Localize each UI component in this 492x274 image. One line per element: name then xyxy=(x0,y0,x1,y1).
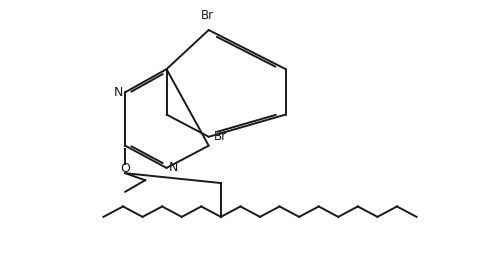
Text: O: O xyxy=(120,162,130,175)
Text: Br: Br xyxy=(201,9,215,22)
Text: N: N xyxy=(169,161,178,175)
Text: Br: Br xyxy=(214,130,227,143)
Text: N: N xyxy=(114,86,123,99)
